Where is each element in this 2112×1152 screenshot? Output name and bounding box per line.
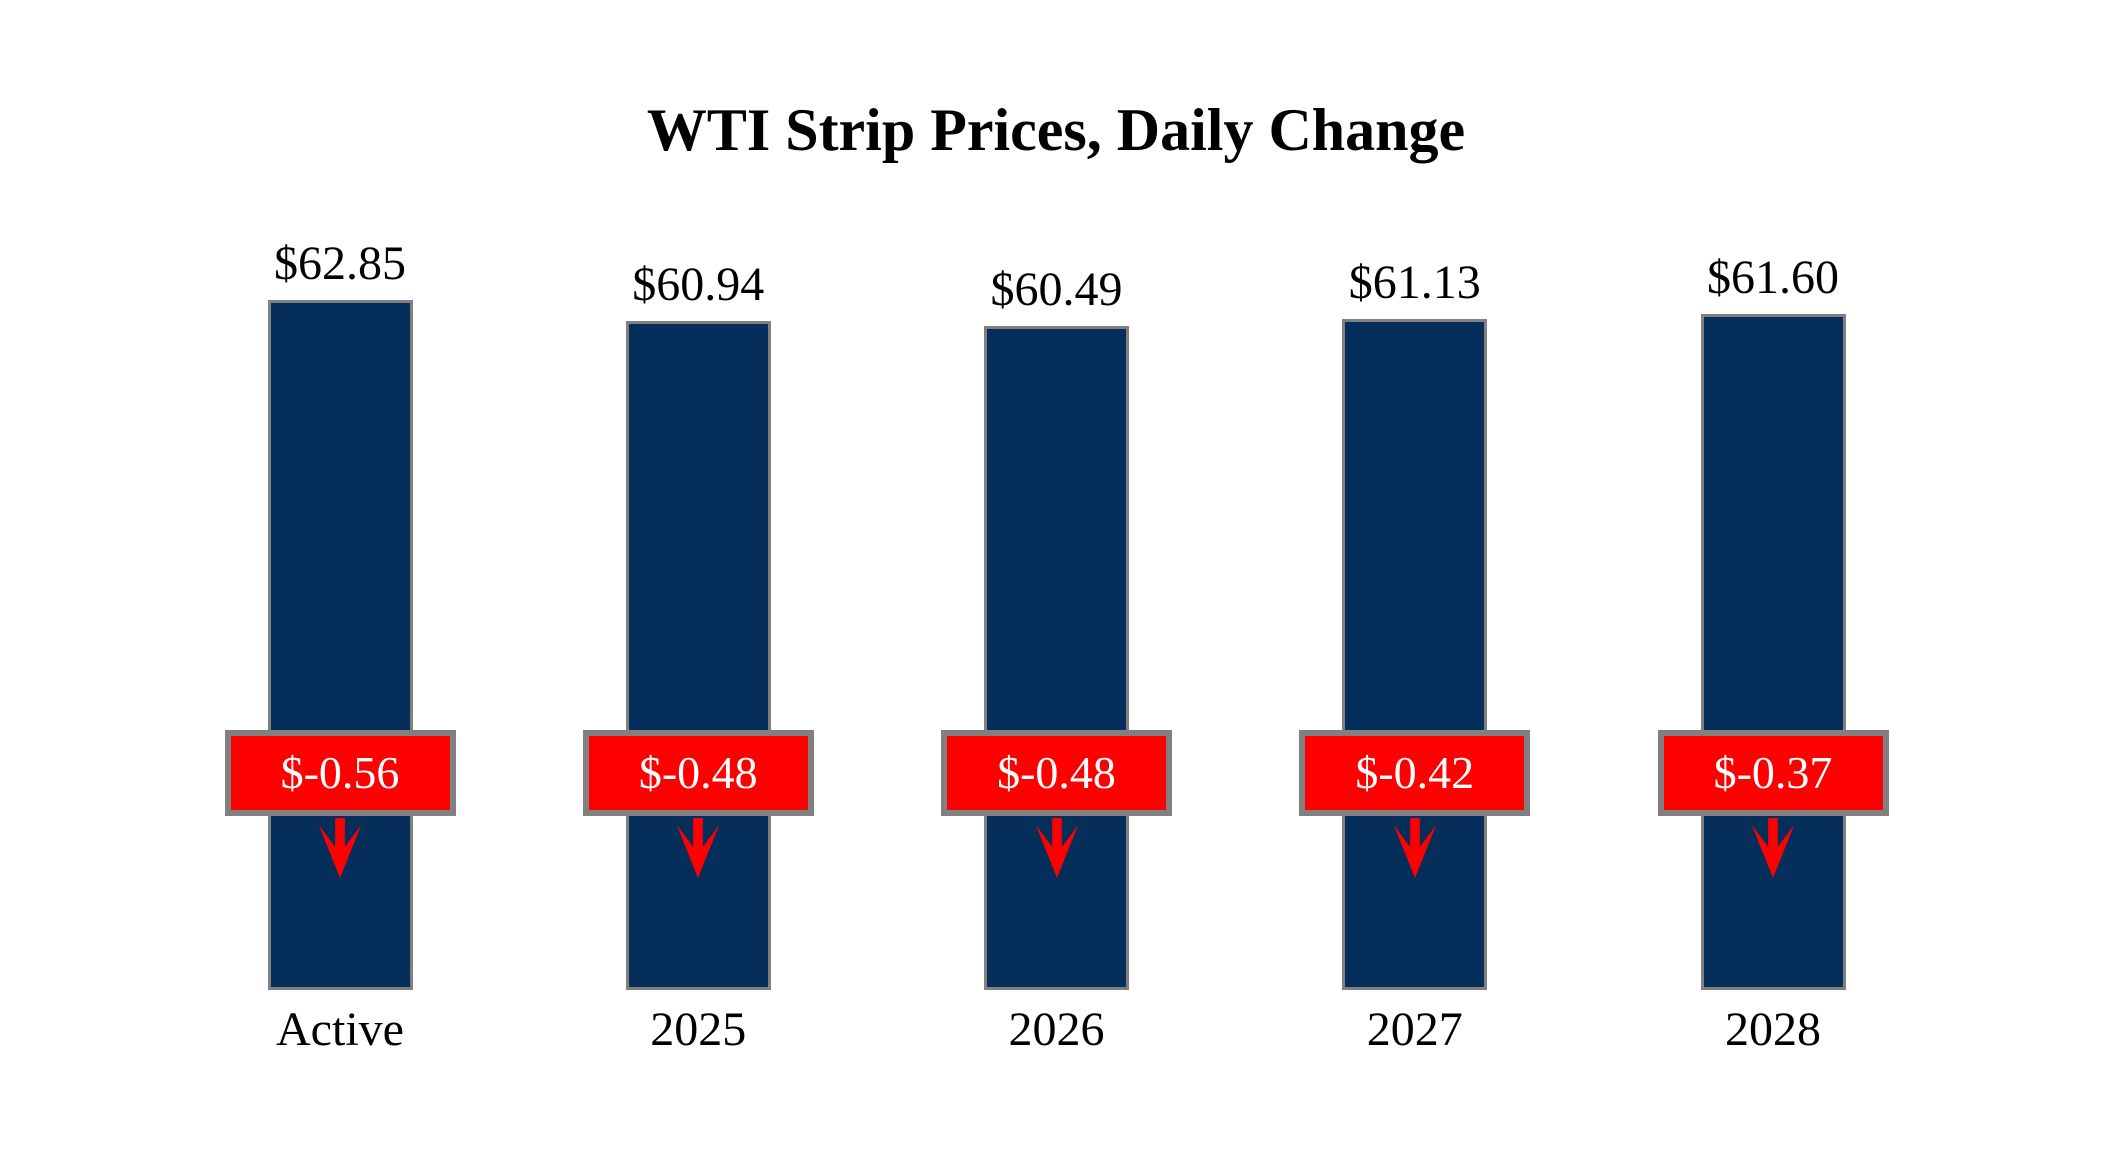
category-label: 2027 [1366,1003,1463,1056]
bar-group-2027: $61.13 $-0.42 2027 [1236,0,1594,1152]
change-box: $-0.48 [582,730,814,816]
down-arrow-icon [1393,818,1437,878]
change-label: $-0.37 [1713,747,1833,798]
down-arrow-icon [1035,818,1078,878]
category-label: 2025 [650,1003,747,1056]
category-label: 2028 [1725,1003,1821,1056]
bar-group-active: $62.85 $-0.56 Active [161,0,519,1152]
price-label: $61.60 [1707,251,1839,304]
price-bar [267,300,413,990]
price-bar [625,321,771,990]
category-label: Active [276,1003,404,1056]
change-label: $-0.48 [638,747,758,798]
change-label: $-0.48 [997,747,1116,798]
down-arrow-icon [318,818,362,878]
bar-group-2028: $61.60 $-0.37 2028 [1594,0,1952,1152]
change-label: $-0.42 [1355,747,1475,798]
price-bar [984,326,1129,990]
price-label: $62.85 [274,237,406,290]
change-box: $-0.37 [1657,730,1889,816]
price-bar [1342,319,1488,990]
price-bar [1700,314,1846,990]
price-label: $61.13 [1348,256,1481,309]
bar-group-2026: $60.49 $-0.48 2026 [878,0,1236,1152]
change-box: $-0.56 [224,730,456,816]
bar-group-2025: $60.94 $-0.48 2025 [519,0,877,1152]
price-label: $60.49 [990,263,1123,316]
chart-title: WTI Strip Prices, Daily Change [646,97,1466,163]
change-box: $-0.42 [1299,730,1531,816]
price-label: $60.94 [632,258,765,311]
down-arrow-icon [1751,818,1795,878]
category-label: 2026 [1008,1003,1105,1056]
change-box: $-0.48 [941,730,1172,816]
change-label: $-0.56 [280,747,400,798]
down-arrow-icon [676,818,720,878]
